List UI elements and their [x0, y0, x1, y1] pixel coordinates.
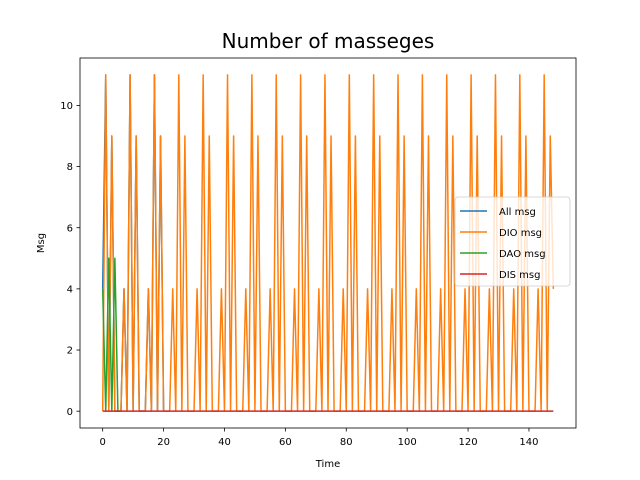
y-tick-label: 8 [67, 162, 73, 173]
y-tick-label: 6 [67, 223, 73, 234]
legend-label: DIO msg [499, 228, 542, 239]
legend-label: DIS msg [499, 270, 540, 281]
legend-box [454, 196, 571, 287]
x-tick-label: 20 [157, 437, 170, 448]
y-tick-label: 4 [67, 284, 73, 295]
x-tick-label: 0 [99, 437, 105, 448]
x-tick-label: 40 [218, 437, 231, 448]
x-tick-label: 100 [398, 437, 417, 448]
chart-title: Number of masseges [222, 29, 435, 53]
x-axis: 0 20 40 60 80 100 120 140 [99, 428, 539, 448]
y-tick-label: 10 [60, 101, 73, 112]
y-axis-label: Msg [36, 233, 47, 253]
y-axis: 0 2 4 6 8 10 [60, 101, 80, 418]
legend-label: DAO msg [499, 249, 546, 260]
y-tick-label: 2 [67, 346, 73, 357]
x-tick-label: 120 [459, 437, 478, 448]
x-tick-label: 140 [519, 437, 538, 448]
series-line-2 [101, 257, 121, 412]
y-tick-label: 0 [67, 407, 73, 418]
axes-frame [79, 57, 577, 429]
x-tick-label: 60 [279, 437, 292, 448]
x-axis-label: Time [315, 459, 340, 470]
x-tick-label: 80 [340, 437, 353, 448]
legend: All msg DIO msg DAO msg DIS msg [454, 196, 571, 287]
legend-label: All msg [499, 207, 536, 218]
